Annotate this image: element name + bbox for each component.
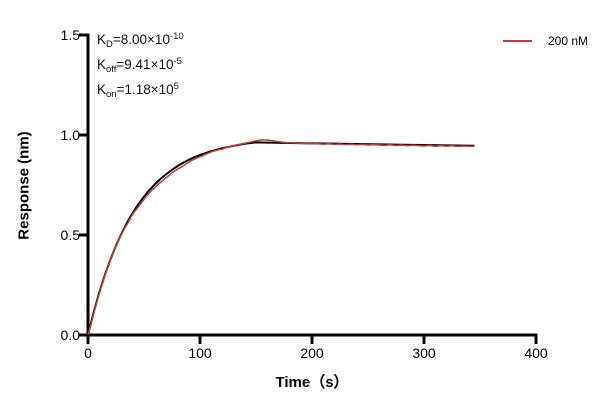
y-tick-label: 1.5 [60, 27, 80, 43]
x-tick-label: 200 [300, 345, 324, 361]
x-tick-label: 0 [84, 345, 92, 361]
fit-curve-line [87, 141, 475, 336]
data-curve-line [87, 139, 475, 336]
y-axis-title: Response (nm) [15, 131, 33, 240]
koff-value: Koff=9.41×10-5 [97, 56, 182, 75]
kd-value: KD=8.00×10-10 [97, 31, 184, 50]
y-tick-label: 0.5 [60, 227, 80, 243]
x-tick-label: 400 [524, 345, 548, 361]
y-tick-label: 0.0 [60, 327, 80, 343]
x-tick-label: 100 [188, 345, 212, 361]
kinetics-annotation: KD=8.00×10-10 Koff=9.41×10-5 Kon=1.18×10… [97, 27, 184, 102]
legend-label: 200 nM [548, 34, 589, 48]
legend-line-swatch [503, 40, 532, 43]
y-tick-label: 1.0 [60, 127, 80, 143]
x-axis-title: Time（s） [275, 374, 349, 391]
kon-value: Kon=1.18×105 [97, 81, 179, 100]
x-tick-label: 300 [412, 345, 436, 361]
